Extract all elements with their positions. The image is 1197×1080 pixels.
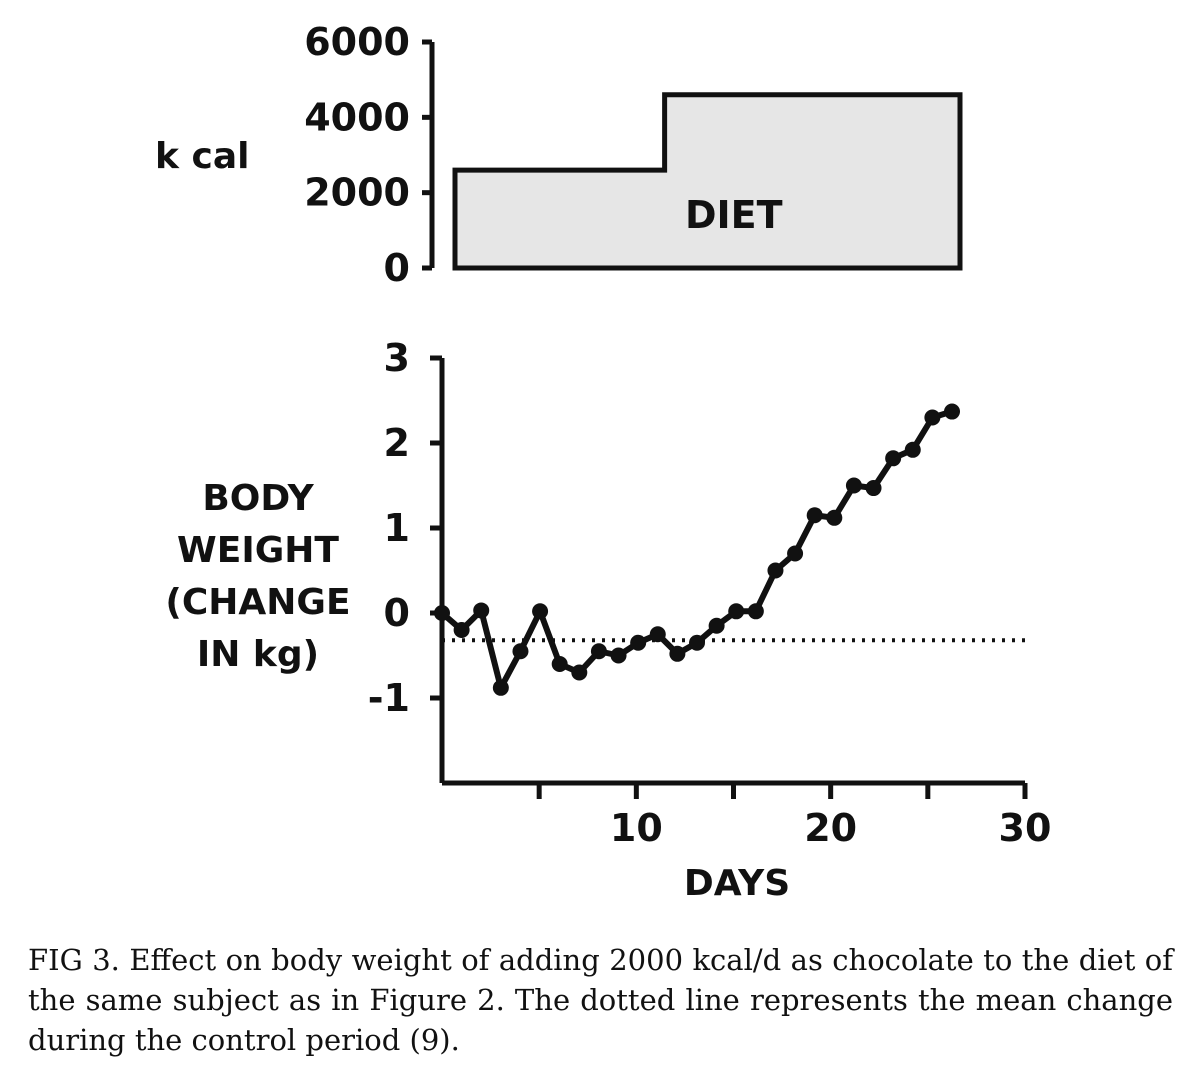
data-point [708,617,725,634]
data-point [590,643,607,660]
data-point [473,602,490,619]
x-tick-label: 30 [999,806,1052,850]
body-weight-panel: BODY WEIGHT (CHANGE IN kg) -1 0 1 2 3 10 20 30 DAY… [165,336,1051,904]
top-y-axis-label: k cal [155,136,249,177]
data-point [492,679,509,696]
x-axis-label: DAYS [684,863,790,904]
data-point [924,409,941,426]
data-point [787,545,804,562]
bottom-y-axis-label: BODY WEIGHT (CHANGE IN kg) [165,478,350,675]
data-point [649,626,666,643]
x-tick-label: 10 [610,806,663,850]
y-tick-label: 0 [384,591,410,635]
diet-step-area [452,92,963,271]
series-points [434,403,960,696]
diet-area [452,92,963,271]
data-point [826,509,843,526]
data-point [532,603,549,620]
data-point [885,450,902,467]
data-point [571,664,588,681]
x-tick-label: 20 [804,806,857,850]
data-point [845,477,862,494]
data-point [434,605,450,621]
data-point [747,603,764,620]
data-point [806,507,823,524]
data-point [610,647,627,664]
data-point [904,441,921,458]
y-tick-label: 3 [384,336,410,380]
top-y-tick-label: 6000 [304,20,410,64]
data-point [512,643,529,660]
y-tick-label: 2 [384,421,410,465]
top-y-axis: 0 2000 4000 6000 [304,20,435,290]
data-point [944,403,960,420]
top-y-tick-label: 0 [384,246,410,290]
y-axis-label-line: BODY [202,478,314,519]
data-point [669,645,686,662]
y-axis-label-line: WEIGHT [177,530,339,571]
data-point [728,603,745,620]
diet-kcal-panel: k cal 0 2000 4000 6000 DIET [155,20,963,290]
data-point [630,634,647,651]
data-point [865,480,882,497]
data-point [551,656,568,672]
y-axis-label-line: (CHANGE [165,582,350,623]
top-y-tick-label: 4000 [304,95,410,139]
y-tick-label: -1 [368,676,410,720]
bottom-axes: -1 0 1 2 3 10 20 30 [368,336,1052,850]
figure-caption: FIG 3. Effect on body weight of adding 2… [28,943,1173,1057]
data-point [453,622,470,638]
data-point [767,562,784,579]
y-axis-label-line: IN kg) [197,634,319,675]
data-point [689,634,705,651]
top-y-tick-label: 2000 [304,171,410,215]
diet-annotation: DIET [685,193,783,237]
y-tick-label: 1 [384,506,410,550]
